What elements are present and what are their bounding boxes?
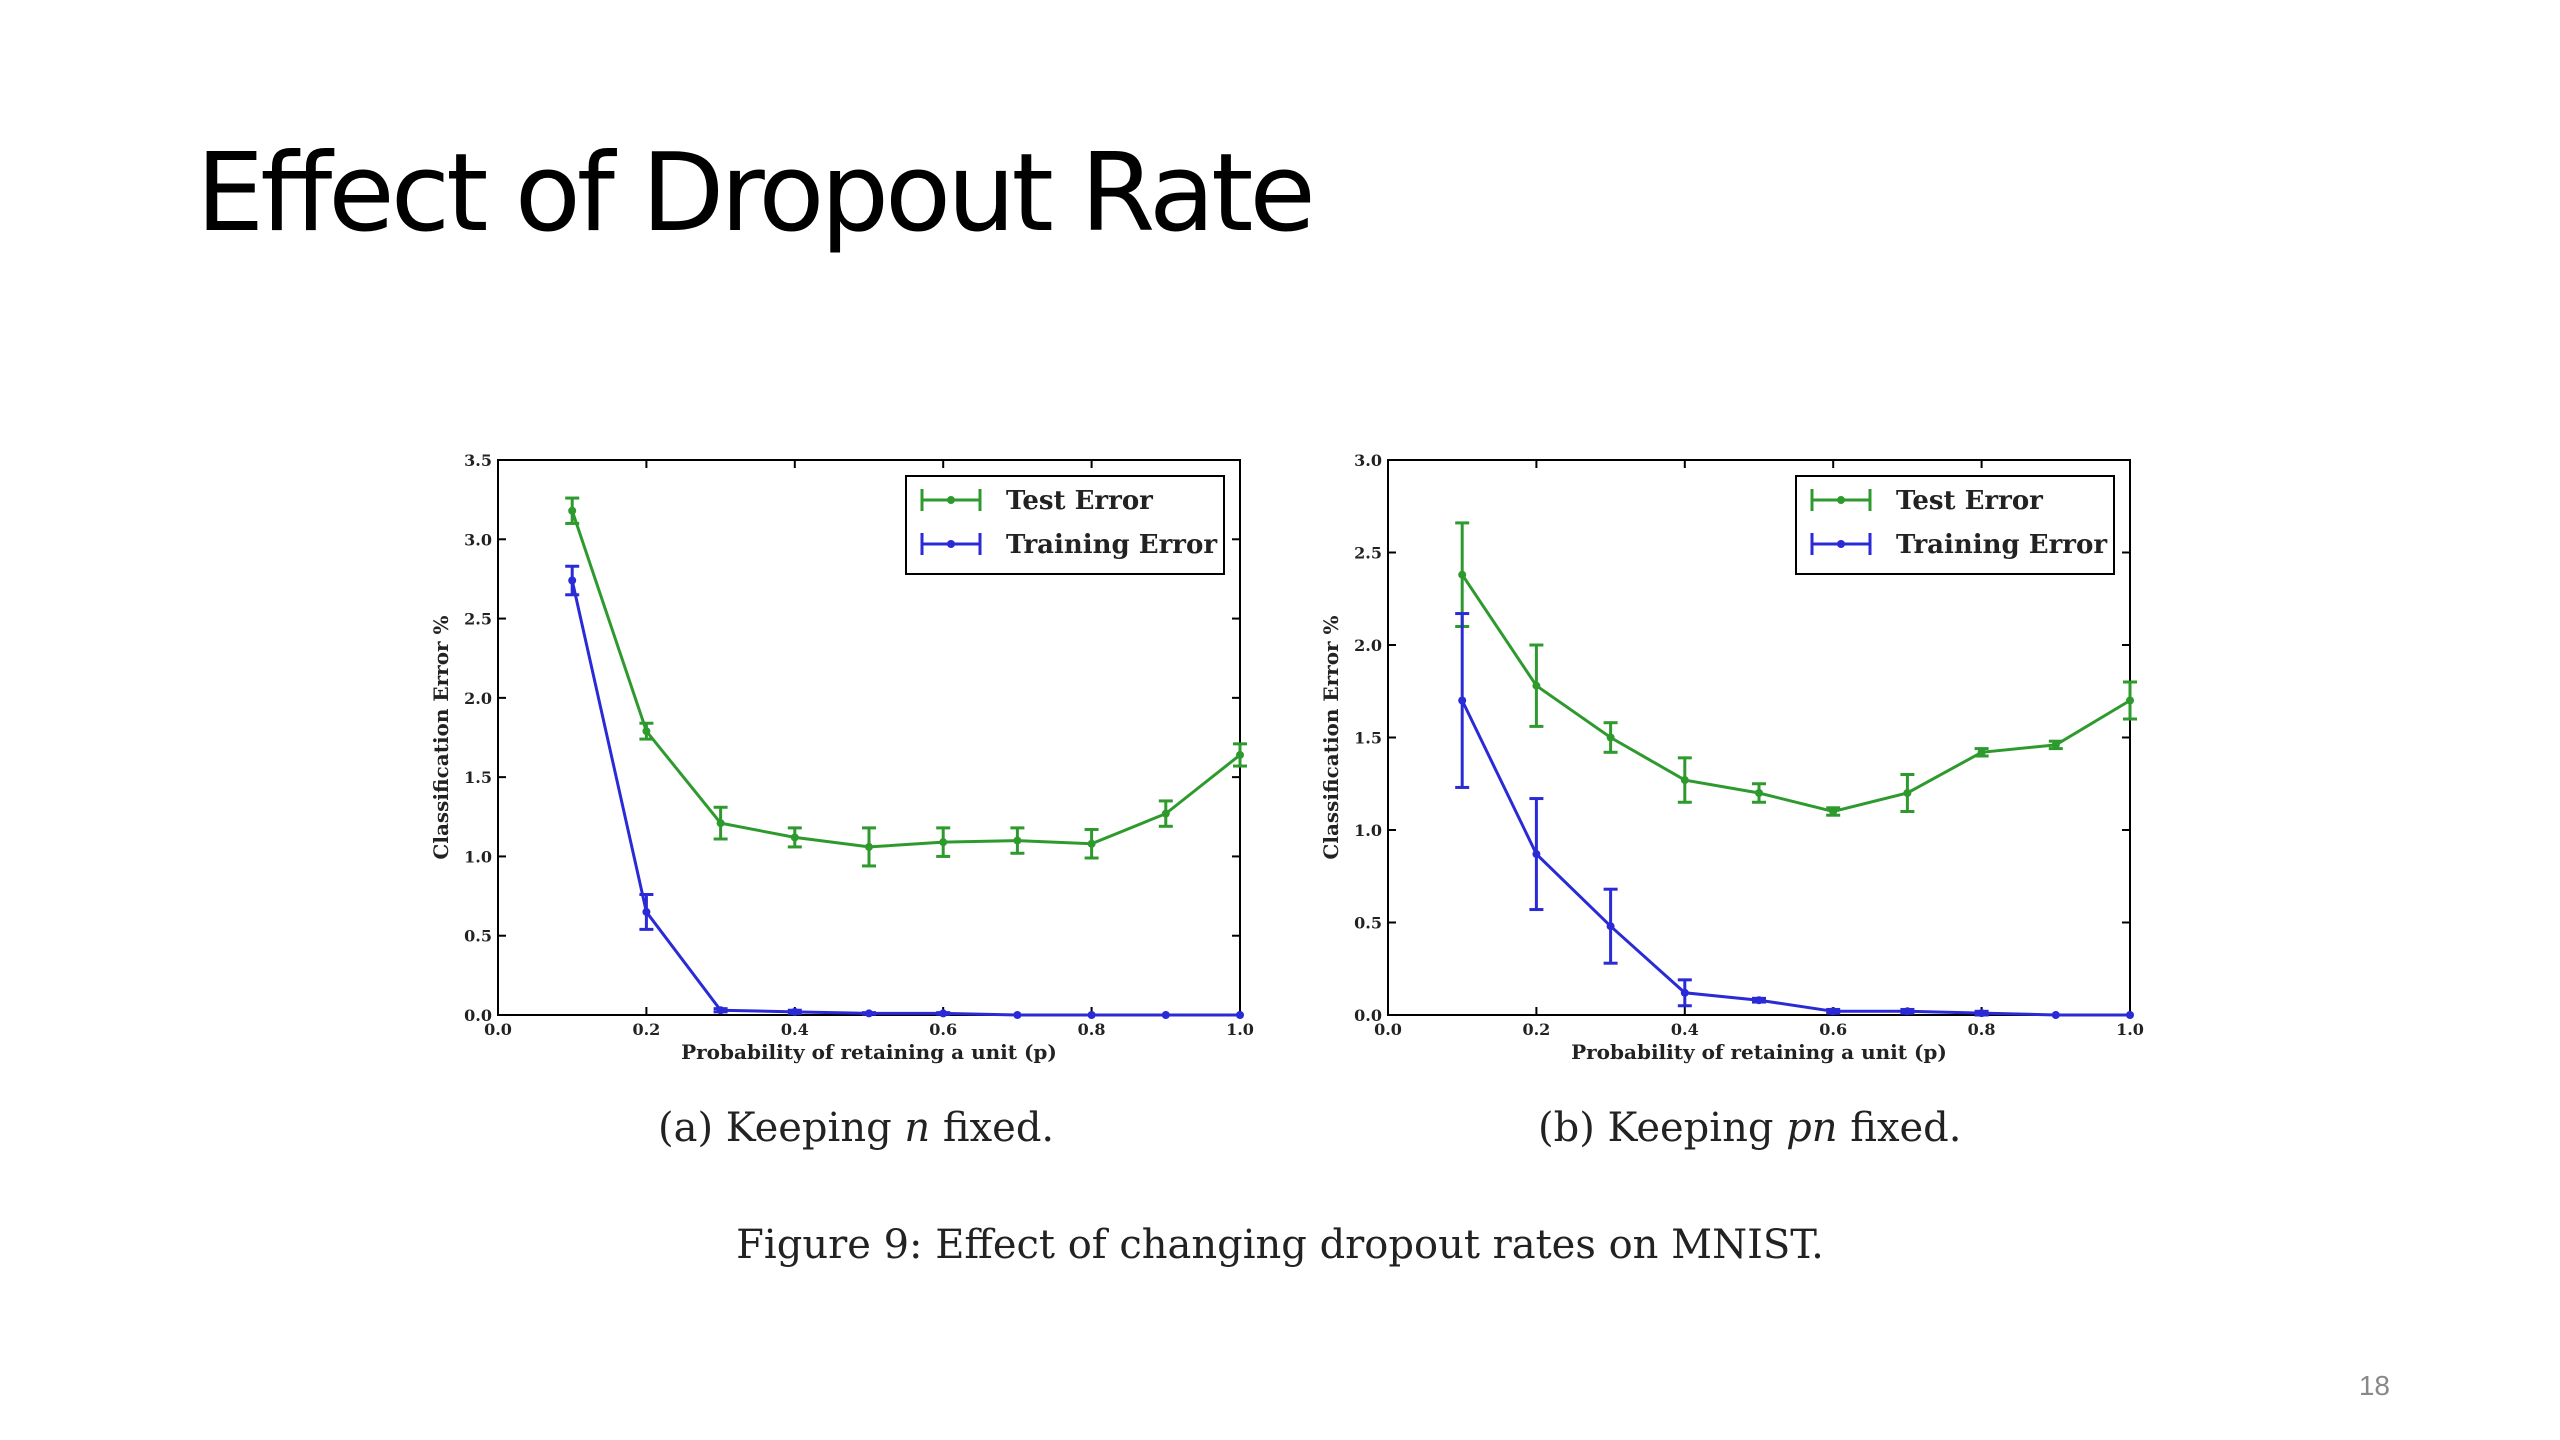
data-point (2051, 1011, 2060, 1019)
data-point (642, 907, 651, 916)
x-tick-label: 0.4 (781, 1020, 809, 1039)
data-point (568, 576, 577, 585)
data-point (1606, 922, 1615, 931)
y-tick-label: 0.0 (1354, 1006, 1382, 1025)
legend-box (1795, 475, 2115, 575)
data-point (1236, 750, 1244, 759)
legend-label: Test Error (1006, 486, 1153, 516)
series-line (570, 510, 1241, 849)
y-tick-label: 1.5 (1354, 729, 1382, 748)
legend-box (905, 475, 1225, 575)
data-point (1755, 996, 1763, 1005)
x-tick-label: 0.0 (484, 1020, 512, 1039)
data-point (1606, 733, 1615, 742)
data-point (1680, 988, 1689, 997)
data-point (790, 1007, 799, 1016)
x-axis-title: Probability of retaining a unit (p) (681, 1040, 1057, 1064)
data-point (1013, 1011, 1022, 1019)
subcaption-b: (b) Keeping pn fixed. (1538, 1105, 1962, 1151)
data-point (1903, 1007, 1912, 1016)
data-point (790, 833, 799, 842)
x-tick-label: 0.0 (1374, 1020, 1402, 1039)
data-point (716, 1006, 725, 1015)
x-tick-label: 0.8 (1968, 1020, 1996, 1039)
data-point (939, 1009, 948, 1018)
data-point (1755, 789, 1763, 797)
data-point (1977, 748, 1986, 757)
data-point (716, 819, 725, 828)
data-point (1829, 1007, 1838, 1016)
data-point (1532, 850, 1541, 859)
data-point (865, 1009, 873, 1018)
data-point (1087, 839, 1096, 848)
data-point (1458, 696, 1467, 705)
series-line (1460, 699, 2130, 1017)
data-point (1161, 1011, 1170, 1019)
y-axis-title: Classification Error % (1319, 615, 1343, 859)
series-line (1460, 573, 2131, 814)
y-tick-label: 3.0 (1354, 451, 1382, 470)
legend-label: Training Error (1896, 530, 2107, 560)
figure-caption: Figure 9: Effect of changing dropout rat… (736, 1222, 1824, 1268)
legend-label: Training Error (1006, 530, 1217, 560)
y-tick-label: 2.0 (1354, 636, 1382, 655)
data-point (2126, 696, 2134, 705)
x-tick-label: 1.0 (1226, 1020, 1254, 1039)
data-point (1532, 681, 1541, 690)
legend-swatch-marker (1837, 540, 1845, 548)
series-line (570, 580, 1240, 1017)
x-tick-label: 0.6 (929, 1020, 957, 1039)
x-tick-label: 0.8 (1078, 1020, 1106, 1039)
y-tick-label: 1.0 (464, 847, 492, 866)
data-point (2126, 1011, 2134, 1019)
x-tick-label: 0.2 (632, 1020, 660, 1039)
data-point (1161, 809, 1170, 818)
data-point (1829, 807, 1838, 816)
x-tick-label: 1.0 (2116, 1020, 2144, 1039)
y-tick-label: 2.5 (464, 610, 492, 629)
data-point (1087, 1011, 1096, 1019)
x-tick-label: 0.6 (1819, 1020, 1847, 1039)
data-point (1236, 1011, 1244, 1019)
y-tick-label: 3.5 (464, 451, 492, 470)
data-point (1680, 776, 1689, 785)
y-tick-label: 3.0 (464, 530, 492, 549)
data-point (939, 838, 948, 847)
y-tick-label: 1.5 (464, 768, 492, 787)
data-point (1903, 789, 1912, 797)
legend-swatch-marker (947, 540, 955, 548)
y-tick-label: 0.5 (1354, 914, 1382, 933)
chart-0: 0.0 0.2 0.4 0.6 0.8 1.0 0.0 0.5 1.0 1.5 2.0 2.5 3.0 3… (429, 451, 1254, 1064)
series-training-error (1455, 612, 2134, 1019)
data-point (1977, 1009, 1986, 1018)
data-point (1458, 570, 1467, 579)
data-point (1013, 836, 1022, 845)
y-tick-label: 2.0 (464, 689, 492, 708)
legend-label: Test Error (1896, 486, 2043, 516)
y-tick-label: 2.5 (1354, 544, 1382, 563)
y-axis-title: Classification Error % (429, 615, 453, 859)
data-point (865, 842, 873, 851)
slide-title: Effect of Dropout Rate (196, 131, 1316, 256)
x-axis-title: Probability of retaining a unit (p) (1571, 1040, 1947, 1064)
series-test-error (1455, 521, 2137, 817)
series-test-error (565, 496, 1247, 868)
y-tick-label: 0.0 (464, 1006, 492, 1025)
page-number: 18 (2358, 1370, 2390, 1401)
data-point (568, 506, 577, 515)
data-point (642, 727, 651, 736)
y-tick-label: 0.5 (464, 927, 492, 946)
series-training-error (565, 564, 1244, 1019)
chart-1: 0.0 0.2 0.4 0.6 0.8 1.0 0.0 0.5 1.0 1.5 2.0 2.5 3.0 P… (1319, 451, 2144, 1064)
x-tick-label: 0.4 (1671, 1020, 1699, 1039)
legend-swatch-marker (947, 496, 955, 504)
legend-swatch-marker (1837, 496, 1845, 504)
subcaption-a: (a) Keeping n fixed. (658, 1105, 1055, 1151)
legend: Test Error Training Error (1795, 475, 2115, 575)
data-point (2051, 740, 2060, 749)
x-tick-label: 0.2 (1522, 1020, 1550, 1039)
y-tick-label: 1.0 (1354, 821, 1382, 840)
legend: Test Error Training Error (905, 475, 1225, 575)
